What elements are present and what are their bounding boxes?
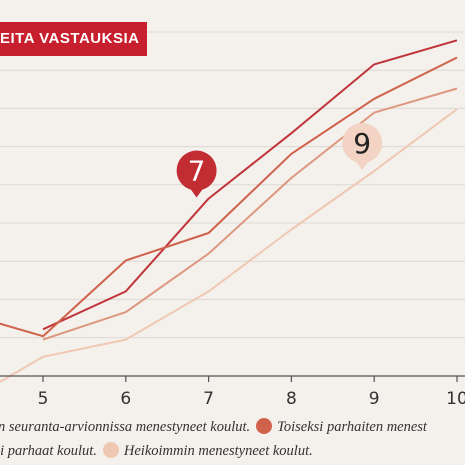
callout-pointer [354, 159, 371, 171]
callout-label: 9 [353, 127, 371, 160]
callout-pointer [188, 186, 205, 198]
callout-bubble [342, 123, 383, 164]
legend-swatch-second-best [256, 418, 273, 434]
x-tick-label: 5 [38, 389, 49, 409]
series-line [0, 108, 458, 383]
series-line [42, 87, 458, 341]
series-lines [0, 39, 458, 383]
callout: 7 [176, 150, 217, 198]
series-line [42, 39, 458, 331]
callout-bubble [176, 150, 217, 191]
callout: 9 [342, 123, 383, 171]
x-tick-label: 7 [203, 389, 214, 409]
legend-row-2: esi parhaat koulut. Heikoimmin menestynee… [0, 440, 453, 462]
x-axis: 45678910 [0, 375, 465, 409]
legend-item-text: esi parhaat koulut. [0, 443, 97, 459]
x-tick-label: 10 [446, 389, 465, 409]
x-tick-label: 6 [120, 389, 131, 409]
callout-label: 7 [188, 155, 206, 188]
legend-item-text: Heikoimmin menestyneet koulut. [123, 443, 313, 459]
x-tick-label: 9 [369, 389, 380, 409]
x-tick-label: 8 [286, 389, 297, 409]
legend-swatch-weakest [102, 442, 119, 458]
series-line [0, 56, 458, 338]
gridlines [0, 31, 465, 339]
callouts: 79 [176, 123, 383, 198]
section-banner: EITA VASTAUKSIA [0, 22, 148, 56]
legend-row-1: in seuranta-arvionnissa menestyneet koul… [0, 416, 459, 438]
legend-item-text: in seuranta-arvionnissa menestyneet koul… [0, 419, 251, 435]
legend-item-text: Toiseksi parhaiten menest [277, 419, 427, 435]
